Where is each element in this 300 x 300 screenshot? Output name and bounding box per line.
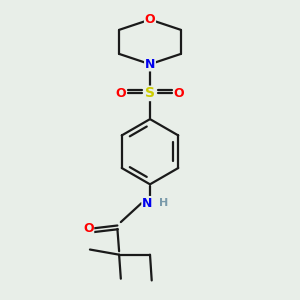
Text: H: H <box>159 198 168 208</box>
Text: O: O <box>145 13 155 26</box>
Text: O: O <box>116 87 126 100</box>
Text: N: N <box>145 58 155 71</box>
Text: O: O <box>174 87 184 100</box>
Text: S: S <box>145 86 155 100</box>
Text: O: O <box>83 222 94 236</box>
Text: N: N <box>142 197 152 210</box>
